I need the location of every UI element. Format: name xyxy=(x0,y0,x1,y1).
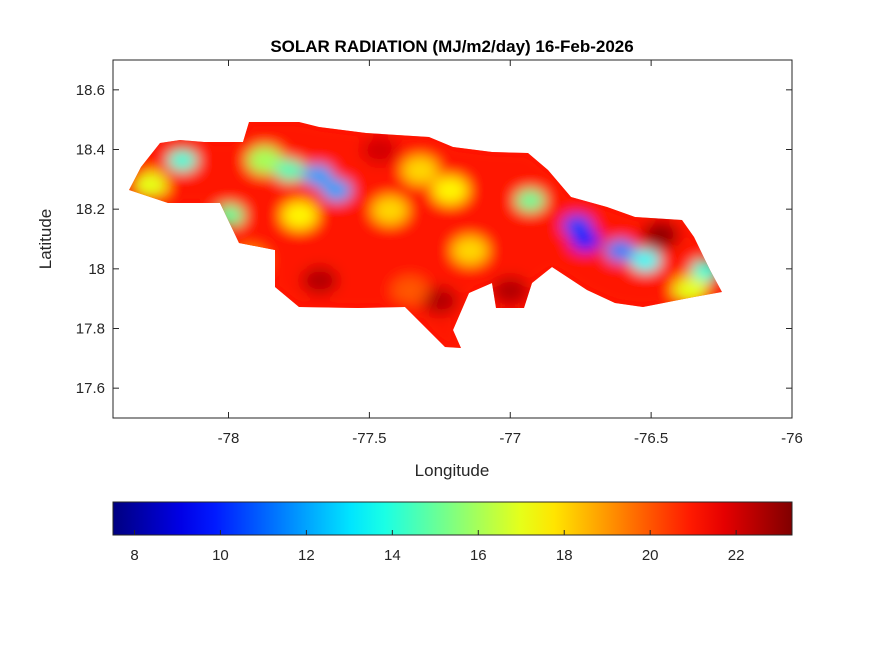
axes-box xyxy=(112,59,793,419)
field-sample xyxy=(570,229,601,252)
field-sample xyxy=(451,236,488,265)
field-sample xyxy=(642,221,679,250)
colorbar-tick-label: 22 xyxy=(728,547,745,564)
field-sample xyxy=(402,156,439,185)
colorbar-tick-label: 18 xyxy=(556,547,573,564)
field-sample xyxy=(301,266,338,295)
field-sample xyxy=(371,196,408,225)
colorbar-tick-label: 16 xyxy=(470,547,487,564)
field-sample xyxy=(361,136,398,165)
y-tick-label: 17.8 xyxy=(76,321,105,338)
colorbar-gradient xyxy=(112,501,793,536)
y-tick-label: 18.4 xyxy=(76,142,105,159)
x-tick-label: -78 xyxy=(218,430,240,447)
chart-title: SOLAR RADIATION (MJ/m2/day) 16-Feb-2026 xyxy=(270,37,633,56)
colorbar: 8 10 12 14 16 18 20 22 xyxy=(112,501,793,564)
y-tick-label: 18.2 xyxy=(76,201,105,218)
y-tick-label: 18 xyxy=(88,261,105,278)
field-sample xyxy=(246,146,283,175)
field-sample xyxy=(131,171,168,200)
x-tick-label: -76 xyxy=(781,430,803,447)
x-axis-label: Longitude xyxy=(415,461,490,480)
field-sample xyxy=(630,249,661,272)
field-sample xyxy=(281,201,318,230)
x-tick-label: -77.5 xyxy=(352,430,386,447)
field-sample xyxy=(167,149,198,172)
field-sample xyxy=(432,176,469,205)
field-sample xyxy=(421,286,458,315)
colorbar-tick-label: 10 xyxy=(212,547,229,564)
y-axis: 18.6 18.4 18.2 18 17.8 17.6 xyxy=(76,82,792,397)
x-tick-label: -76.5 xyxy=(634,430,668,447)
x-axis: -78 -77.5 -77 -76.5 -76 xyxy=(218,60,803,447)
field-blobs xyxy=(129,122,722,348)
y-tick-label: 18.6 xyxy=(76,82,105,99)
x-tick-label: -77 xyxy=(499,430,521,447)
field-sample xyxy=(321,179,352,202)
plot-area: -78 -77.5 -77 -76.5 -76 18.6 18.4 18.2 18 17.8 17… xyxy=(76,59,803,447)
field-sample xyxy=(391,276,428,305)
field-sample xyxy=(492,276,529,305)
y-tick-label: 17.6 xyxy=(76,380,105,397)
y-axis-label: Latitude xyxy=(36,209,55,270)
field-sample xyxy=(515,189,546,212)
field-sample xyxy=(605,239,636,262)
colorbar-tick-label: 12 xyxy=(298,547,315,564)
field-sample xyxy=(274,159,305,182)
colorbar-tick-label: 8 xyxy=(130,547,138,564)
colorbar-tick-label: 14 xyxy=(384,547,401,564)
colorbar-tick-label: 20 xyxy=(642,547,659,564)
field-sample xyxy=(302,164,333,187)
field-base xyxy=(129,122,722,348)
radiation-field xyxy=(129,122,722,348)
